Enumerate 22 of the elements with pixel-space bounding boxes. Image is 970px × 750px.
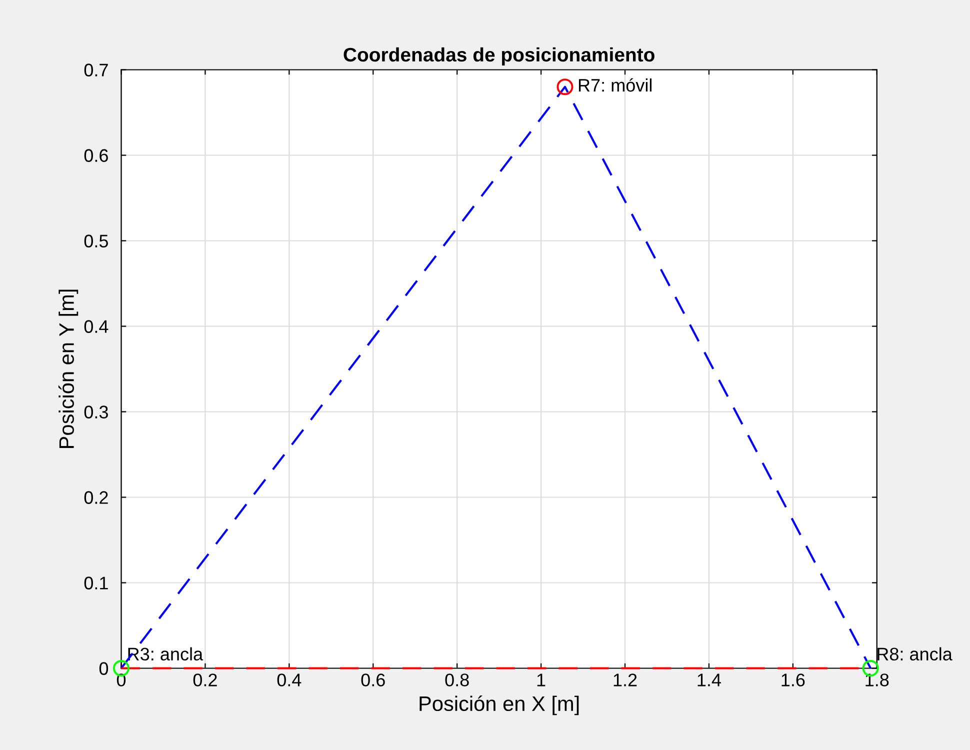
- y-tick-label: 0.5: [84, 234, 108, 248]
- x-tick-label: 0.8: [445, 674, 469, 686]
- y-tick-label: 0: [99, 662, 108, 675]
- x-tick-label: 0.4: [277, 674, 302, 686]
- y-axis-title: Posición en Y [m]: [58, 290, 78, 448]
- y-tick-label: 0.7: [84, 64, 108, 76]
- x-tick-label: 1.2: [614, 674, 637, 686]
- x-tick-label: 0.6: [361, 674, 385, 686]
- y-tick-label: 0.2: [84, 491, 108, 504]
- y-tick-label: 0.3: [84, 406, 108, 418]
- y-tick-label: 0.1: [84, 576, 108, 590]
- x-axis-title: Posición en X [m]: [420, 696, 579, 716]
- x-tick-label: 0.2: [193, 674, 217, 686]
- annotation: R7: móvil: [578, 78, 652, 92]
- y-tick-label: 0.4: [84, 320, 108, 333]
- x-tick-label: 1.6: [782, 674, 805, 686]
- y-tick-label: 0.6: [84, 149, 108, 162]
- x-tick-label: 1.4: [698, 674, 721, 686]
- x-tick-label: 1: [537, 674, 546, 686]
- chart-title: Coordenadas de posicionamiento: [344, 47, 654, 66]
- x-tick-label: 1.8: [866, 674, 889, 686]
- annotation: R8: ancla: [878, 647, 952, 661]
